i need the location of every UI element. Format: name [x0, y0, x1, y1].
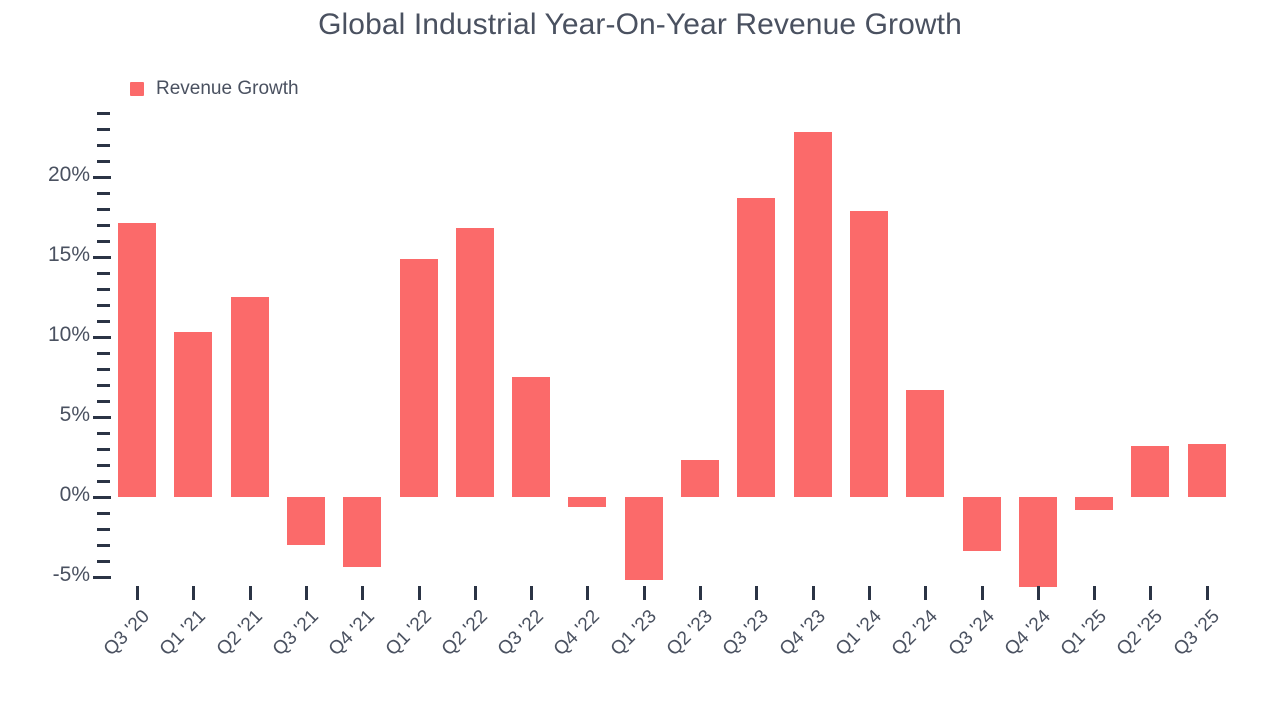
bar-q320[interactable]	[118, 223, 156, 497]
y-axis-label: 20%	[47, 163, 90, 186]
bar-q323[interactable]	[737, 197, 776, 497]
x-axis-tick	[304, 586, 308, 600]
bar-q322[interactable]	[512, 377, 551, 497]
x-axis-tick	[417, 586, 421, 600]
y-axis-tick-minor	[97, 480, 110, 483]
x-axis-tick	[642, 586, 646, 600]
x-axis-tick	[530, 586, 534, 600]
x-axis-tick	[248, 586, 252, 600]
bar-q224[interactable]	[906, 389, 945, 497]
x-axis-tick	[755, 586, 759, 600]
y-axis-tick-minor	[97, 528, 110, 531]
bar-q121[interactable]	[174, 332, 213, 497]
bar-q122[interactable]	[399, 258, 438, 497]
y-axis-tick-major	[93, 496, 111, 499]
y-axis-tick-major	[93, 256, 111, 259]
y-axis-tick-minor	[97, 432, 110, 435]
y-axis-tick-minor	[97, 304, 110, 307]
y-axis-tick-minor	[97, 192, 110, 195]
x-axis-tick	[1036, 586, 1040, 600]
x-axis-tick	[699, 586, 702, 600]
x-axis-tick	[1149, 586, 1153, 600]
y-axis-label: 0%	[59, 483, 90, 506]
y-axis-tick-minor	[97, 368, 110, 371]
y-axis-tick-minor	[97, 512, 110, 515]
bar-q225[interactable]	[1131, 445, 1170, 497]
y-axis-tick-minor	[97, 160, 110, 163]
chart-legend: Revenue Growth	[130, 78, 299, 100]
y-axis-tick-minor	[97, 224, 110, 227]
bar-q124[interactable]	[849, 210, 888, 497]
x-axis-tick	[473, 586, 477, 600]
y-axis-tick-major	[93, 576, 111, 579]
bar-q422[interactable]	[568, 497, 607, 507]
y-axis-tick-minor	[97, 320, 110, 323]
y-axis-tick-minor	[97, 400, 110, 403]
x-axis-tick	[867, 586, 871, 600]
x-axis-tick	[924, 586, 928, 600]
x-axis-tick	[1093, 586, 1097, 600]
y-axis-tick-minor	[97, 288, 110, 291]
y-axis-tick-minor	[97, 240, 110, 243]
bar-q221[interactable]	[230, 297, 269, 497]
y-axis-tick-major	[93, 416, 111, 419]
bar-q325[interactable]	[1187, 444, 1226, 497]
x-axis-tick	[192, 586, 196, 600]
y-axis-tick-minor	[97, 144, 110, 147]
y-axis-label: 10%	[47, 323, 90, 346]
bar-q324[interactable]	[962, 497, 1001, 552]
y-axis-tick-minor	[97, 208, 110, 211]
x-axis-tick	[586, 586, 590, 600]
bar-q223[interactable]	[681, 460, 719, 497]
y-axis-label: -5%	[52, 563, 90, 586]
bar-q222[interactable]	[455, 228, 494, 497]
bar-q321[interactable]	[286, 497, 325, 545]
legend-swatch-revenue-growth	[130, 82, 144, 96]
x-axis-tick	[361, 586, 365, 600]
y-axis-tick-minor	[97, 352, 110, 355]
y-axis-tick-minor	[97, 384, 110, 387]
y-axis-tick-minor	[97, 448, 110, 451]
y-axis-tick-minor	[97, 544, 110, 547]
y-axis-tick-major	[93, 336, 111, 339]
x-axis-tick	[811, 586, 815, 600]
bar-q421[interactable]	[343, 497, 382, 568]
chart-title: Global Industrial Year-On-Year Revenue G…	[318, 8, 962, 41]
y-axis-tick-major	[93, 176, 111, 179]
y-axis-tick-minor	[97, 272, 110, 275]
bar-q123[interactable]	[624, 497, 663, 581]
y-axis-tick-minor	[97, 112, 110, 115]
x-axis-tick	[136, 586, 139, 600]
y-axis-tick-minor	[97, 128, 110, 131]
bar-q125[interactable]	[1075, 497, 1114, 510]
y-axis-tick-minor	[97, 464, 110, 467]
y-axis-tick-minor	[97, 560, 110, 563]
x-axis-tick	[1205, 586, 1209, 600]
bar-q423[interactable]	[793, 132, 832, 497]
legend-label-revenue-growth: Revenue Growth	[156, 78, 299, 99]
y-axis-label: 15%	[47, 243, 90, 266]
bar-q424[interactable]	[1018, 497, 1057, 587]
y-axis-label: 5%	[59, 403, 90, 426]
x-axis-tick	[980, 586, 984, 600]
